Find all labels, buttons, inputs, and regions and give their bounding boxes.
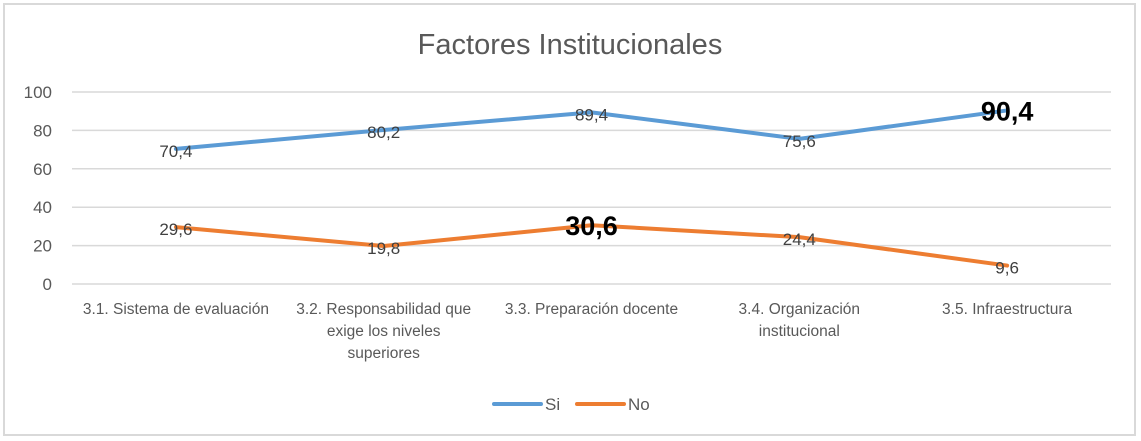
legend-item-si[interactable]: Si bbox=[492, 395, 560, 414]
data-label: 29,6 bbox=[159, 220, 192, 239]
chart-frame bbox=[3, 3, 1136, 436]
x-category-label: institucional bbox=[759, 323, 840, 340]
data-label: 90,4 bbox=[981, 96, 1034, 126]
y-tick-label: 80 bbox=[33, 121, 52, 140]
x-category-label: 3.5. Infraestructura bbox=[942, 301, 1072, 318]
data-label: 30,6 bbox=[565, 211, 618, 241]
x-category-label: 3.4. Organización bbox=[739, 301, 861, 318]
x-category-label: 3.3. Preparación docente bbox=[505, 301, 678, 318]
data-label: 75,6 bbox=[783, 132, 816, 151]
series-lines bbox=[173, 108, 1010, 268]
data-label: 19,8 bbox=[367, 239, 400, 258]
y-tick-label: 20 bbox=[33, 237, 52, 256]
y-axis-ticks: 0 20 40 60 80 100 bbox=[24, 83, 52, 294]
y-tick-label: 0 bbox=[43, 275, 52, 294]
data-label: 89,4 bbox=[575, 105, 608, 124]
x-category-label: 3.1. Sistema de evaluación bbox=[83, 301, 269, 318]
data-label: 80,2 bbox=[367, 123, 400, 142]
data-label: 24,4 bbox=[783, 230, 816, 249]
x-category-label: superiores bbox=[348, 345, 421, 362]
gridlines bbox=[72, 91, 1111, 285]
y-tick-label: 100 bbox=[24, 83, 52, 102]
data-label: 9,6 bbox=[995, 259, 1019, 278]
y-tick-label: 40 bbox=[33, 198, 52, 217]
chart-title: Factores Institucionales bbox=[418, 29, 723, 61]
legend: Si No bbox=[492, 395, 650, 414]
legend-label-no: No bbox=[628, 395, 650, 414]
data-label: 70,4 bbox=[159, 142, 192, 161]
x-category-label: 3.2. Responsabilidad que bbox=[296, 301, 471, 318]
x-axis-categories: 3.1. Sistema de evaluación 3.2. Responsab… bbox=[83, 301, 1073, 362]
series-line-si bbox=[173, 108, 1010, 151]
data-labels: 70,4 80,2 89,4 75,6 90,4 29,6 19,8 30,6 24,4 9,6 bbox=[159, 96, 1033, 277]
legend-label-si: Si bbox=[545, 395, 560, 414]
legend-item-no[interactable]: No bbox=[575, 395, 650, 414]
x-category-label: exige los niveles bbox=[327, 323, 441, 340]
y-tick-label: 60 bbox=[33, 160, 52, 179]
series-line-no bbox=[173, 223, 1010, 268]
